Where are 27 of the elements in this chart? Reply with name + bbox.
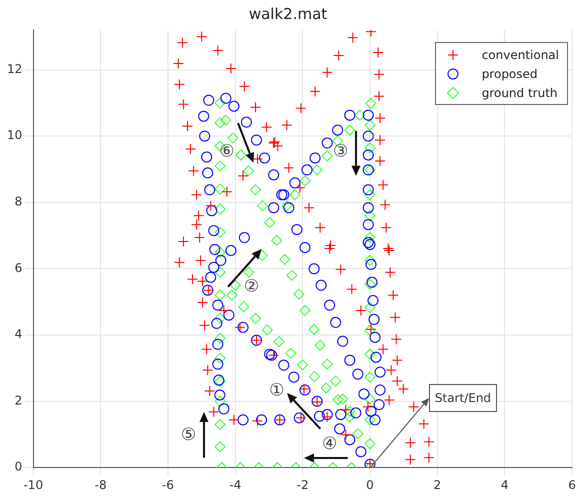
y-tick-label: 8 bbox=[14, 194, 22, 209]
annotation: ⑥ bbox=[219, 141, 234, 162]
legend-label: conventional bbox=[482, 48, 559, 62]
x-tick-label: 6 bbox=[568, 478, 576, 492]
x-tick-label: 2 bbox=[433, 478, 442, 492]
annotation: ⑤ bbox=[180, 425, 196, 446]
annotation: ③ bbox=[333, 141, 348, 162]
y-tick-label: 4 bbox=[14, 327, 22, 342]
legend-label: proposed bbox=[482, 66, 538, 80]
y-tick-label: 6 bbox=[14, 260, 22, 275]
y-tick-label: 0 bbox=[14, 460, 22, 474]
x-tick-label: -8 bbox=[94, 478, 107, 492]
x-tick-label: -6 bbox=[162, 478, 174, 492]
y-tick-label: 12 bbox=[6, 62, 22, 76]
legend-label: ground truth bbox=[482, 86, 558, 100]
chart-title: walk2.mat bbox=[248, 4, 328, 23]
annotation: ② bbox=[244, 276, 260, 297]
y-tick-label: 10 bbox=[6, 128, 22, 142]
y-tick-label: 2 bbox=[14, 393, 22, 408]
x-tick-label: -2 bbox=[296, 478, 309, 492]
x-tick-label: -10 bbox=[23, 478, 44, 492]
x-tick-label: 4 bbox=[500, 478, 508, 492]
annotation: Start/End bbox=[428, 384, 497, 412]
annotation: ④ bbox=[322, 434, 338, 454]
x-tick-label: -4 bbox=[229, 478, 242, 492]
annotation: ① bbox=[269, 380, 284, 400]
x-tick-label: 0 bbox=[366, 478, 374, 492]
